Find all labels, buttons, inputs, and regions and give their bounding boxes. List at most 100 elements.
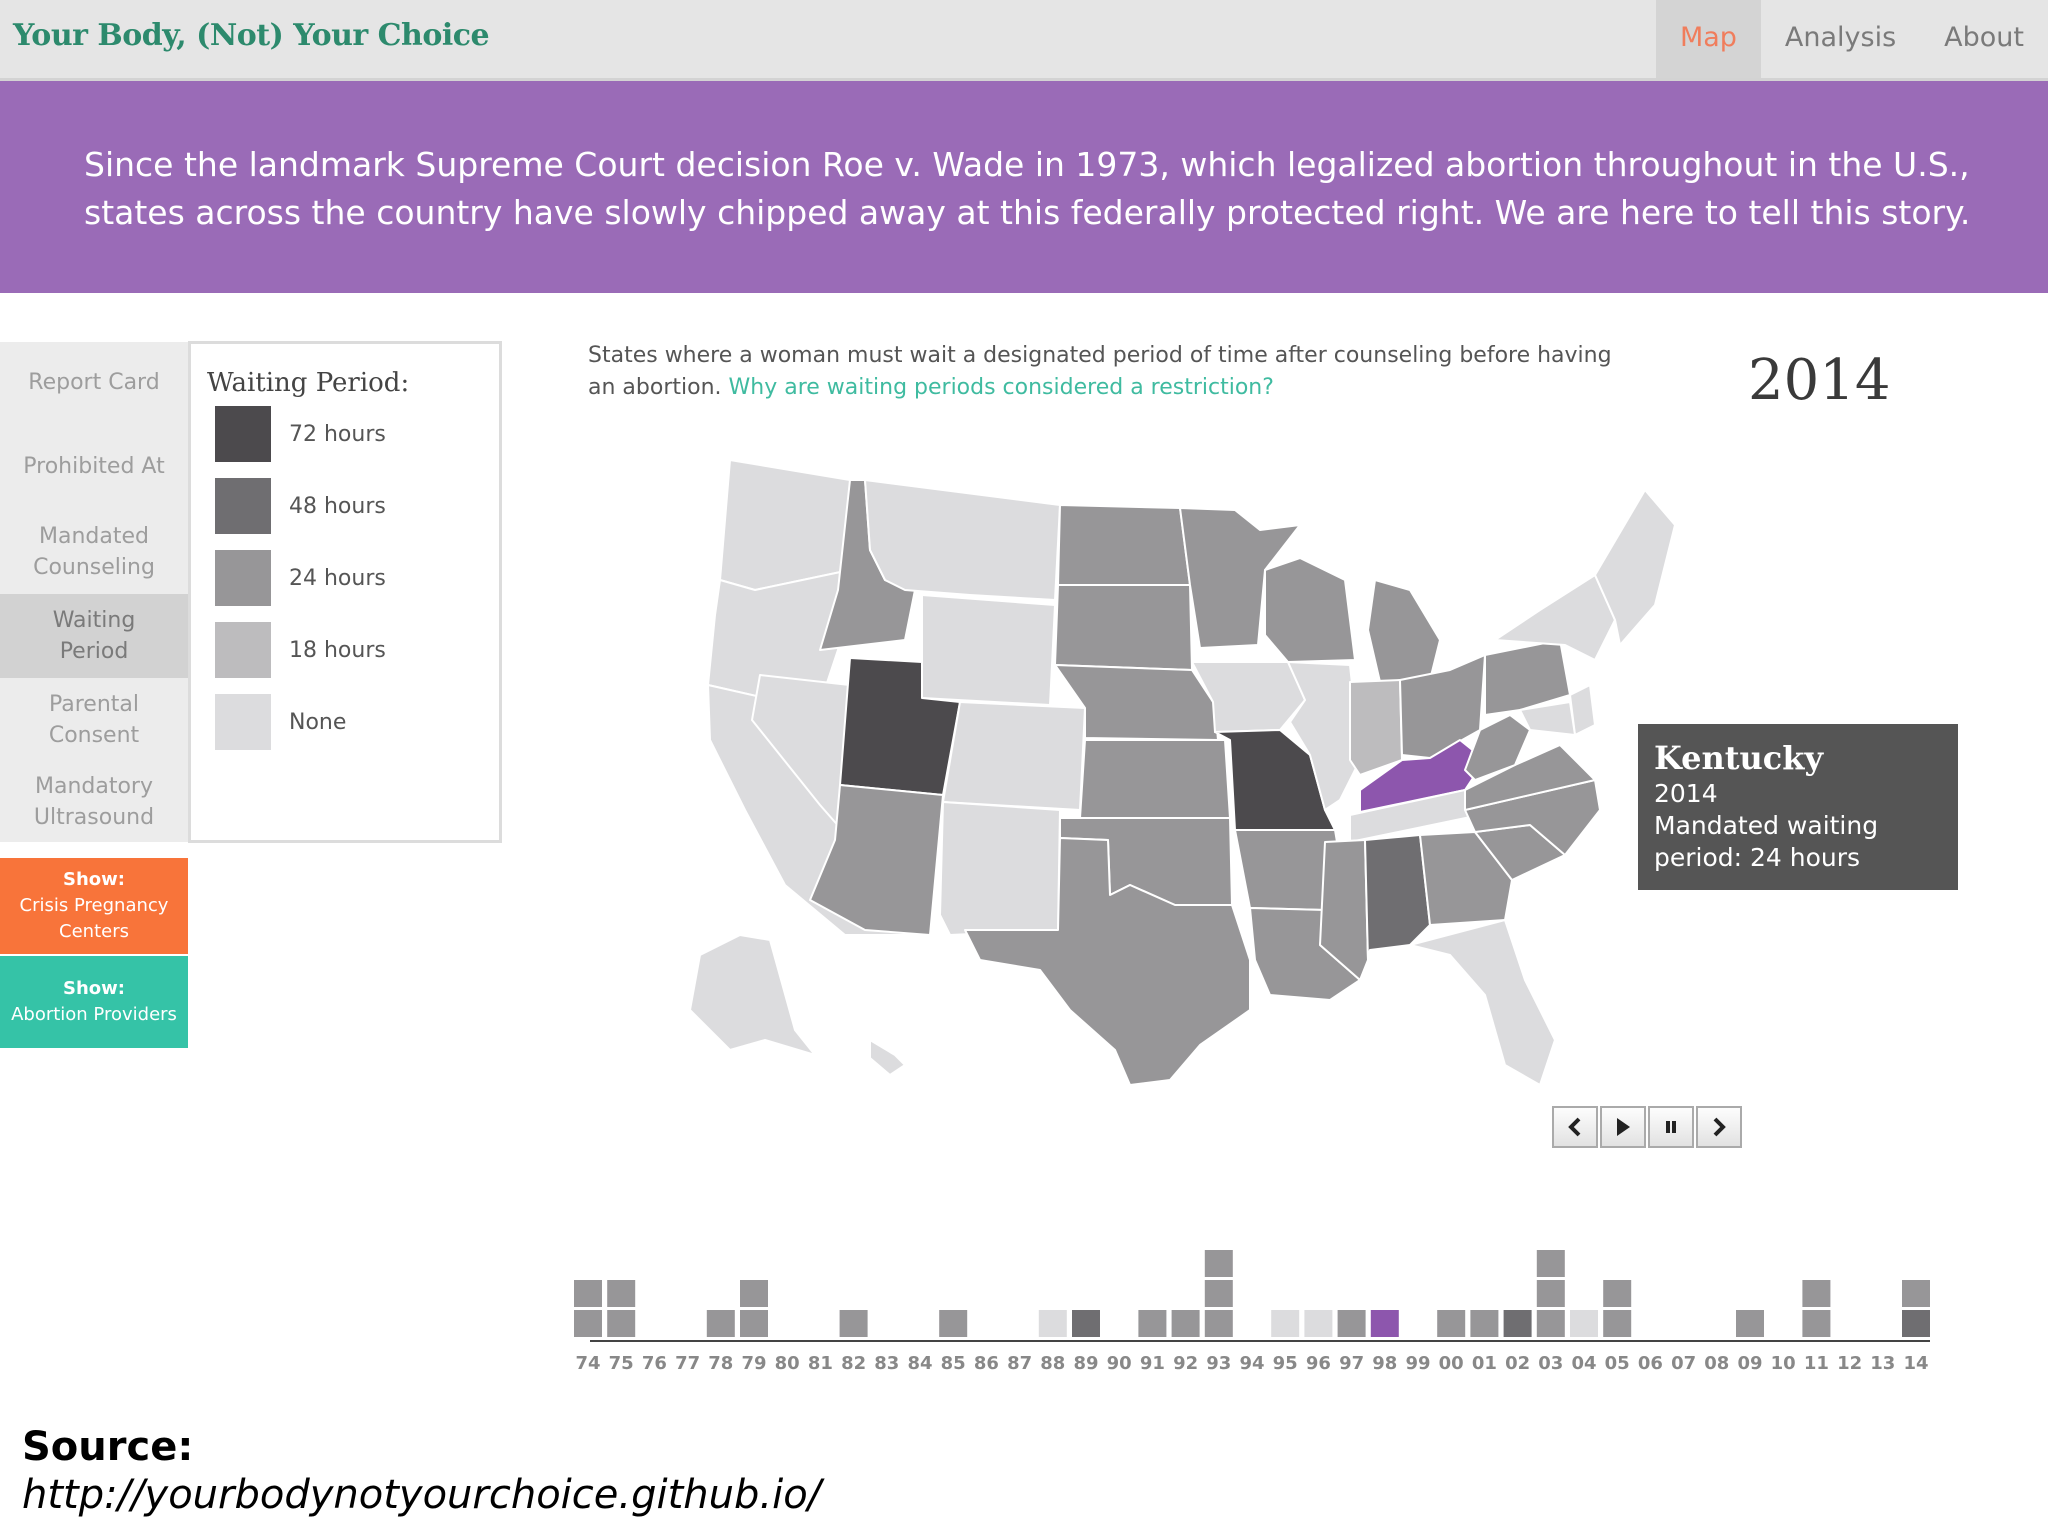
timeline-year-label[interactable]: 81 [808,1353,833,1374]
timeline-year-label[interactable]: 93 [1206,1353,1231,1374]
timeline-year-label[interactable]: 87 [1007,1353,1032,1374]
next-year-button[interactable] [1696,1106,1742,1148]
timeline-year-label[interactable]: 77 [675,1353,700,1374]
timeline-bar-segment[interactable] [1204,1250,1233,1277]
timeline-year-label[interactable]: 13 [1870,1353,1895,1374]
timeline-bar-segment[interactable] [740,1280,768,1307]
restriction-info-link[interactable]: Why are waiting periods considered a res… [728,375,1274,400]
timeline-bar-segment[interactable] [740,1310,768,1337]
timeline-bar-segment[interactable] [939,1310,968,1337]
timeline-year-label[interactable]: 99 [1405,1353,1430,1374]
timeline-bar-segment[interactable] [1304,1310,1333,1337]
timeline-year-label[interactable]: 06 [1638,1353,1663,1374]
timeline-year-label[interactable]: 03 [1538,1353,1563,1374]
timeline-bar-segment[interactable] [1470,1310,1499,1337]
timeline-bar-segment[interactable] [1503,1310,1532,1337]
timeline-bar-segment[interactable] [1370,1310,1399,1337]
timeline-bar-segment[interactable] [574,1310,602,1337]
menu-report-card[interactable]: Report Card [28,369,160,395]
timeline-year-label[interactable]: 86 [974,1353,999,1374]
timeline-year-label[interactable]: 08 [1704,1353,1729,1374]
legend-item: None [215,694,485,752]
timeline-year-label[interactable]: 88 [1040,1353,1065,1374]
app-title[interactable]: Your Body, (Not) Your Choice [13,18,490,53]
timeline-year-label[interactable]: 11 [1804,1353,1829,1374]
button-label: Centers [59,921,129,942]
timeline-year-label[interactable]: 07 [1671,1353,1696,1374]
timeline-year-label[interactable]: 02 [1505,1353,1530,1374]
timeline-bar-segment[interactable] [1038,1310,1067,1337]
timeline-year-label[interactable]: 14 [1903,1353,1928,1374]
timeline-year-label[interactable]: 05 [1605,1353,1630,1374]
timeline-bar-segment[interactable] [1603,1310,1632,1337]
timeline-year-label[interactable]: 10 [1771,1353,1796,1374]
timeline-bar-segment[interactable] [1570,1310,1598,1337]
timeline-bar-segment[interactable] [1337,1310,1366,1337]
timeline-bar-segment[interactable] [574,1280,602,1307]
timeline-year-label[interactable]: 91 [1140,1353,1165,1374]
legend-label: None [289,710,347,735]
timeline-year-label[interactable]: 76 [642,1353,667,1374]
timeline-year-label[interactable]: 80 [775,1353,800,1374]
timeline-bar-segment[interactable] [1902,1280,1930,1307]
timeline-bar-segment[interactable] [1736,1310,1764,1337]
nav-map[interactable]: Map [1655,0,1761,78]
timeline-bar-segment[interactable] [1802,1280,1831,1307]
us-choropleth-map[interactable] [660,440,1700,1100]
timeline-bar-segment[interactable] [1271,1310,1300,1337]
timeline-year-label[interactable]: 78 [708,1353,733,1374]
timeline-year-label[interactable]: 04 [1571,1353,1596,1374]
show-abortion-providers-button[interactable]: Show: Abortion Providers [0,956,188,1048]
timeline-year-label[interactable]: 82 [841,1353,866,1374]
nav-about[interactable]: About [1944,22,2024,53]
timeline-year-label[interactable]: 01 [1472,1353,1497,1374]
timeline-year-label[interactable]: 74 [575,1353,600,1374]
show-crisis-pregnancy-centers-button[interactable]: Show: Crisis Pregnancy Centers [0,858,188,954]
timeline-bar-segment[interactable] [1802,1310,1831,1337]
menu-prohibited-at[interactable]: Prohibited At [23,453,165,479]
timeline-year-label[interactable]: 92 [1173,1353,1198,1374]
timeline-bar-segment[interactable] [1138,1310,1167,1337]
menu-parental-consent[interactable]: Parental Consent [48,692,140,748]
timeline-year-label[interactable]: 89 [1073,1353,1098,1374]
state-alaska [689,934,816,1056]
timeline-bar-segment[interactable] [1072,1310,1100,1337]
timeline-bar-segment[interactable] [1902,1310,1930,1337]
timeline-bar-segment[interactable] [1204,1310,1233,1337]
menu-mandatory-ultrasound[interactable]: Mandatory Ultrasound [33,774,155,830]
play-button[interactable] [1600,1106,1646,1148]
nav-analysis[interactable]: Analysis [1784,22,1897,53]
timeline-bar-segment[interactable] [1536,1280,1565,1307]
timeline-year-label[interactable]: 83 [874,1353,899,1374]
timeline-year-label[interactable]: 09 [1737,1353,1762,1374]
timeline-year-label[interactable]: 96 [1306,1353,1331,1374]
timeline-year-label[interactable]: 90 [1107,1353,1132,1374]
timeline-year-label[interactable]: 12 [1837,1353,1862,1374]
timeline-bar-segment[interactable] [706,1310,735,1337]
timeline-year-label[interactable]: 75 [609,1353,634,1374]
timeline-bar-segment[interactable] [607,1310,636,1337]
timeline-year-label[interactable]: 95 [1273,1353,1298,1374]
timeline-year-label[interactable]: 84 [907,1353,932,1374]
timeline-year-label[interactable]: 85 [941,1353,966,1374]
timeline-year-label[interactable]: 97 [1339,1353,1364,1374]
timeline-bar-segment[interactable] [1536,1250,1565,1277]
timeline-year-label[interactable]: 00 [1439,1353,1464,1374]
timeline-bar-segment[interactable] [1437,1310,1466,1337]
timeline-bar-segment[interactable] [1536,1310,1565,1337]
source-url[interactable]: http://yourbodynotyourchoice.github.io/ [22,1472,822,1518]
timeline-bar-segment[interactable] [1171,1310,1200,1337]
timeline-bar-segment[interactable] [839,1310,868,1337]
timeline-bar-segment[interactable] [1603,1280,1632,1307]
timeline-bar-segment[interactable] [1204,1280,1233,1307]
previous-year-button[interactable] [1552,1106,1598,1148]
timeline-year-label[interactable]: 94 [1239,1353,1264,1374]
year-timeline-chart[interactable]: 74 75 76 77 78 79 80 81 82 83 84 85 86 87 88 89 90 91 92 93… [560,1230,1940,1380]
pause-button[interactable] [1648,1106,1694,1148]
menu-mandated-counseling[interactable]: Mandated Counseling [33,524,155,580]
timeline-year-label[interactable]: 79 [741,1353,766,1374]
timeline-year-label[interactable]: 98 [1372,1353,1397,1374]
timeline-bar-segment[interactable] [607,1280,636,1307]
pause-icon [1666,1121,1676,1133]
menu-waiting-period[interactable]: Waiting Period [0,594,188,678]
